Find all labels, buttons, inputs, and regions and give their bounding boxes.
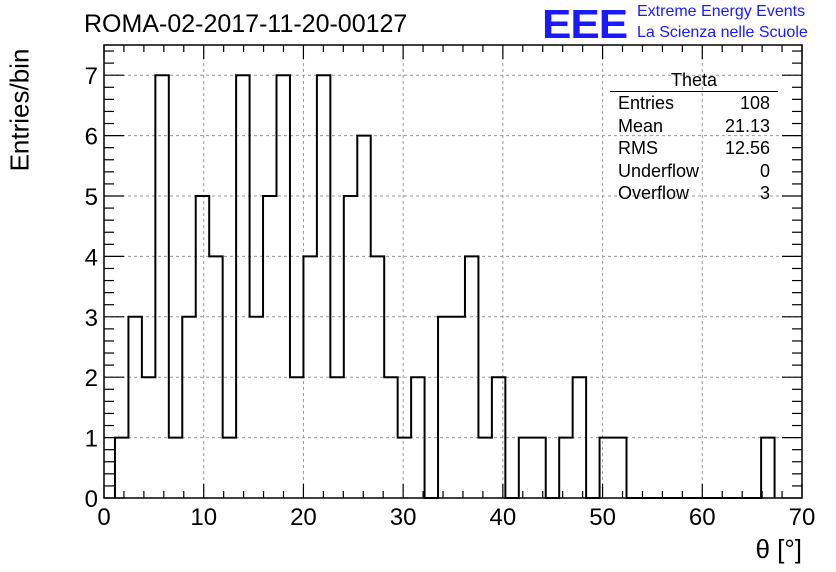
y-tick-label: 7	[85, 63, 98, 90]
stats-row-underflow: Underflow 0	[610, 160, 778, 183]
histogram-bin	[155, 75, 168, 498]
histogram-bin	[600, 438, 613, 498]
y-tick-label: 3	[85, 305, 98, 332]
x-tick-label: 0	[97, 504, 110, 531]
stats-row-mean: Mean 21.13	[610, 115, 778, 138]
histogram-bin	[250, 317, 263, 498]
stats-box: Theta Entries 108 Mean 21.13 RMS 12.56 U…	[610, 71, 778, 205]
y-tick-label: 6	[85, 124, 98, 151]
histogram-bin	[559, 438, 572, 498]
y-tick-label: 5	[85, 184, 98, 211]
histogram-bin	[438, 317, 451, 498]
x-tick-label: 10	[190, 504, 217, 531]
histogram-bin	[317, 75, 330, 498]
eee-logo: EEE	[542, 2, 628, 48]
stats-value: 21.13	[724, 115, 770, 136]
y-tick-label: 4	[85, 244, 98, 271]
y-tick-label: 1	[85, 426, 98, 453]
histogram-bin	[613, 438, 626, 498]
stats-row-overflow: Overflow 3	[610, 182, 778, 205]
histogram-bin	[478, 438, 491, 498]
histogram-bin	[277, 75, 290, 498]
histogram-bins	[113, 74, 776, 499]
stats-value: 12.56	[724, 138, 770, 159]
stats-label: Underflow	[618, 160, 700, 181]
x-tick-label: 40	[490, 504, 517, 531]
x-tick-label: 70	[789, 504, 816, 531]
stats-value: 3	[759, 183, 770, 204]
stats-label: Entries	[618, 93, 675, 113]
x-tick-label: 30	[390, 504, 417, 531]
stats-label: Overflow	[618, 183, 690, 204]
histogram-outline	[113, 74, 776, 499]
histogram-bin	[169, 438, 182, 498]
stats-title: Theta	[610, 71, 778, 92]
stats-label: Mean	[618, 115, 664, 136]
histogram-bin	[263, 196, 276, 498]
x-tick-label: 60	[689, 504, 716, 531]
stats-value: 0	[759, 160, 770, 181]
histogram-bin	[182, 317, 195, 498]
logo-caption-line2: La Scienza nelle Scuole	[637, 24, 808, 41]
histogram-bin	[519, 438, 532, 498]
stats-row-entries: Entries 108	[610, 92, 778, 115]
histogram-bin	[115, 438, 128, 498]
x-tick-label: 50	[589, 504, 616, 531]
grid-lines	[104, 45, 802, 498]
histogram-bin	[236, 75, 249, 498]
stats-row-rms: RMS 12.56	[610, 137, 778, 160]
histogram-bin	[398, 438, 411, 498]
stats-label: RMS	[618, 138, 658, 159]
axes-frame	[103, 44, 803, 499]
histogram-bin	[344, 196, 357, 498]
stats-value: 108	[739, 93, 770, 113]
histogram-bin	[452, 317, 465, 498]
x-axis-label: θ [°]	[755, 534, 802, 564]
histogram-bin	[761, 438, 774, 498]
run-title: ROMA-02-2017-11-20-00127	[84, 10, 408, 38]
histogram-bin	[532, 438, 545, 498]
histogram-bin	[128, 317, 141, 498]
y-tick-label: 0	[85, 486, 98, 513]
y-tick-label: 2	[85, 365, 98, 392]
histogram-bin	[223, 438, 236, 498]
logo-caption-line1: Extreme Energy Events	[637, 3, 806, 20]
histogram-bin	[196, 196, 209, 498]
plot-frame	[103, 44, 803, 499]
x-tick-label: 20	[290, 504, 317, 531]
